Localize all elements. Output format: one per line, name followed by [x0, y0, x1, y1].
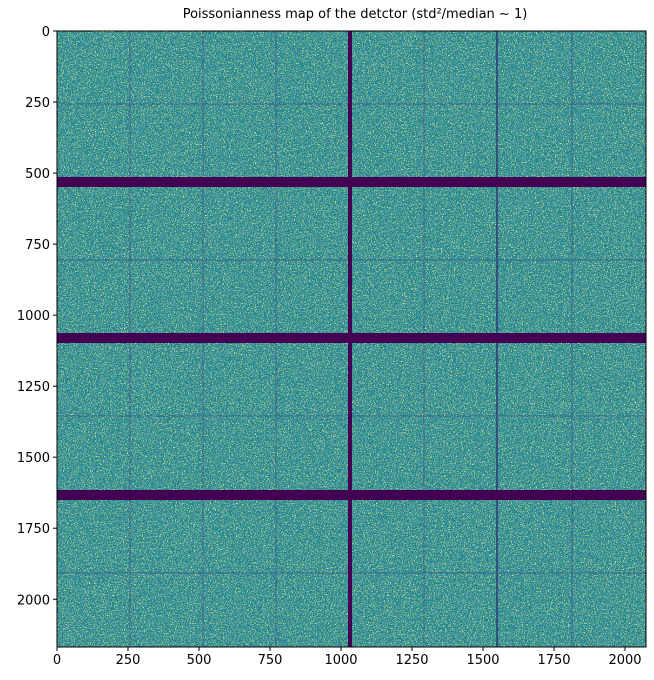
x-tick-label: 2000: [608, 653, 641, 668]
y-tick-label: 250: [25, 96, 50, 111]
x-tick-label: 500: [187, 653, 212, 668]
y-tick-label: 1500: [17, 451, 50, 466]
y-tick-label: 1250: [17, 380, 50, 395]
x-tick-label: 1000: [324, 653, 357, 668]
y-tick-label: 1000: [17, 309, 50, 324]
y-tick-label: 1750: [17, 522, 50, 537]
y-tick-label: 0: [42, 25, 50, 40]
y-tick-label: 750: [25, 238, 50, 253]
x-tick-label: 1250: [395, 653, 428, 668]
chart-title: Poissonianness map of the detctor (std²/…: [183, 7, 528, 22]
x-tick-label: 750: [258, 653, 283, 668]
axes-frame: [56, 30, 647, 648]
y-tick-label: 500: [25, 167, 50, 182]
x-tick-label: 1500: [466, 653, 499, 668]
y-tick-label: 2000: [17, 593, 50, 608]
detector-image: [57, 31, 646, 647]
x-tick-label: 0: [53, 653, 61, 668]
x-tick-label: 1750: [537, 653, 570, 668]
x-tick-label: 250: [116, 653, 141, 668]
